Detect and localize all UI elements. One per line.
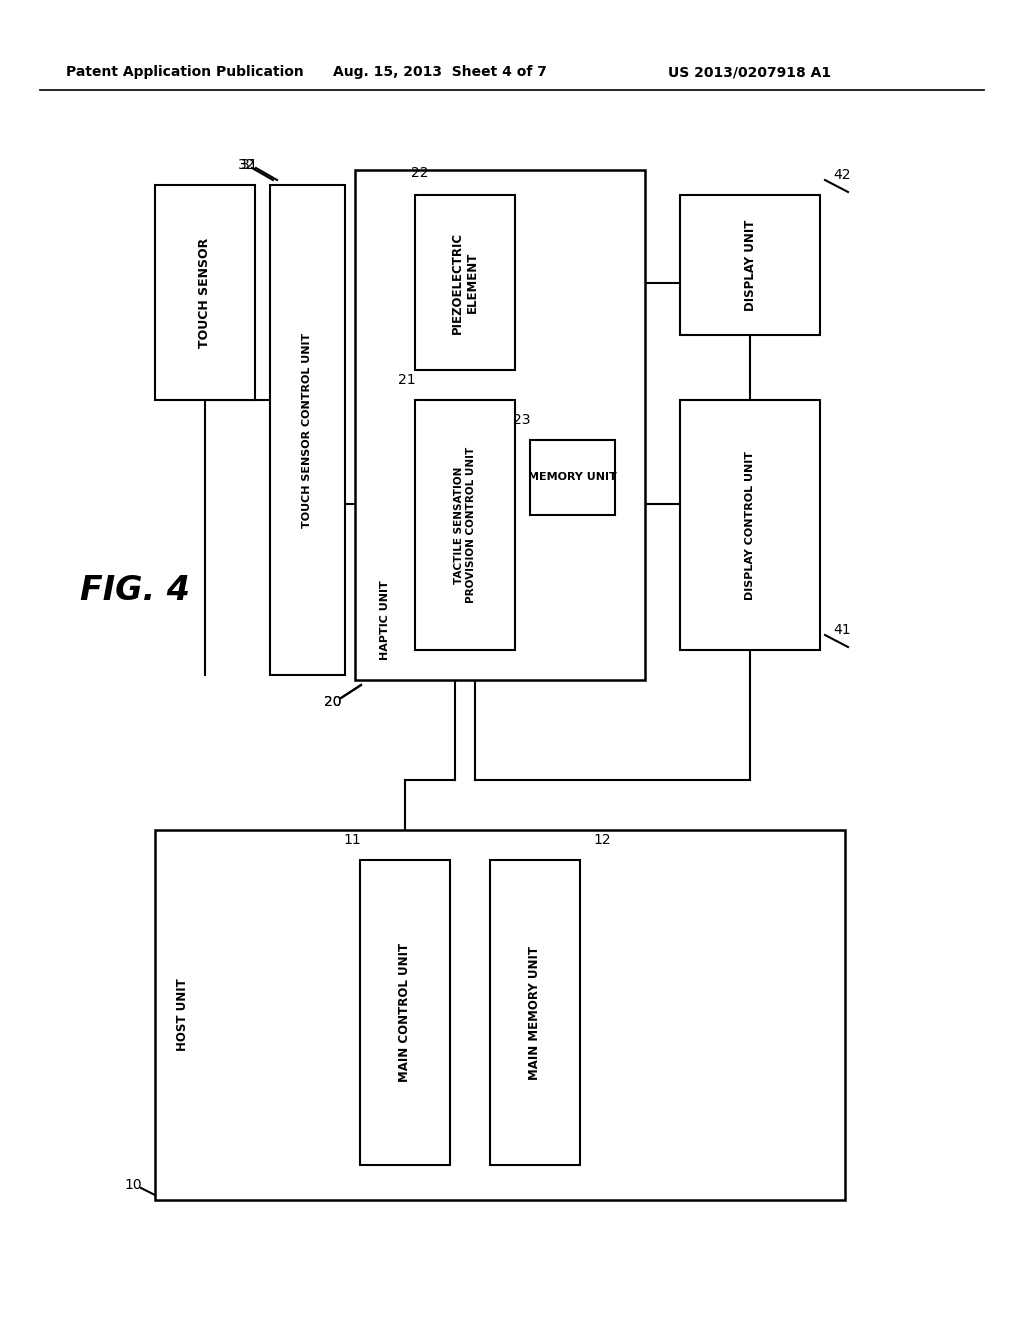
Text: HAPTIC UNIT: HAPTIC UNIT bbox=[380, 581, 390, 660]
Text: HOST UNIT: HOST UNIT bbox=[176, 978, 189, 1051]
Bar bbox=[155, 185, 255, 400]
Text: 21: 21 bbox=[398, 374, 416, 387]
Text: US 2013/0207918 A1: US 2013/0207918 A1 bbox=[669, 65, 831, 79]
Bar bbox=[530, 440, 615, 515]
Bar bbox=[490, 861, 580, 1166]
Text: 10: 10 bbox=[124, 1177, 141, 1192]
Text: TOUCH SENSOR CONTROL UNIT: TOUCH SENSOR CONTROL UNIT bbox=[302, 333, 312, 528]
Text: 12: 12 bbox=[593, 833, 610, 847]
Text: 20: 20 bbox=[325, 696, 342, 709]
Bar bbox=[680, 400, 820, 649]
Text: 11: 11 bbox=[343, 833, 360, 847]
Text: DISPLAY CONTROL UNIT: DISPLAY CONTROL UNIT bbox=[745, 450, 755, 599]
Text: 42: 42 bbox=[834, 168, 851, 182]
Text: DISPLAY UNIT: DISPLAY UNIT bbox=[743, 219, 757, 310]
Text: FIG. 4: FIG. 4 bbox=[80, 573, 190, 606]
Text: Aug. 15, 2013  Sheet 4 of 7: Aug. 15, 2013 Sheet 4 of 7 bbox=[333, 65, 547, 79]
Text: MAIN CONTROL UNIT: MAIN CONTROL UNIT bbox=[398, 942, 412, 1082]
Text: PIEZOELECTRIC
ELEMENT: PIEZOELECTRIC ELEMENT bbox=[451, 231, 479, 334]
Bar bbox=[415, 195, 515, 370]
Text: 41: 41 bbox=[834, 623, 851, 638]
Text: Patent Application Publication: Patent Application Publication bbox=[67, 65, 304, 79]
Text: 23: 23 bbox=[513, 413, 530, 426]
Text: MAIN MEMORY UNIT: MAIN MEMORY UNIT bbox=[528, 945, 542, 1080]
Text: 31: 31 bbox=[242, 158, 259, 172]
Bar bbox=[155, 830, 845, 1200]
Text: 22: 22 bbox=[412, 166, 429, 180]
Text: 32: 32 bbox=[239, 158, 256, 172]
Bar bbox=[360, 861, 450, 1166]
Bar bbox=[680, 195, 820, 335]
Bar bbox=[355, 170, 645, 680]
Text: TOUCH SENSOR: TOUCH SENSOR bbox=[199, 238, 212, 347]
Text: 20: 20 bbox=[325, 696, 342, 709]
Bar bbox=[415, 400, 515, 649]
Text: MEMORY UNIT: MEMORY UNIT bbox=[528, 473, 616, 483]
Bar bbox=[270, 185, 345, 675]
Text: TACTILE SENSATION
PROVISION CONTROL UNIT: TACTILE SENSATION PROVISION CONTROL UNIT bbox=[455, 447, 476, 603]
